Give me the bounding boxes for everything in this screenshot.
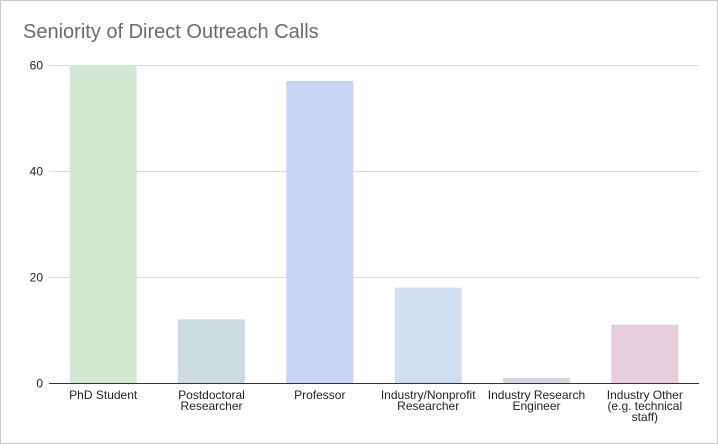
y-tick-label: 20: [30, 271, 44, 285]
x-tick-label-line: Researcher: [397, 399, 459, 413]
x-tick-label: Industry Other (e.g. technical staff): [607, 388, 683, 424]
category-labels: PhD Student Postdoctoral ResearcherProfess…: [69, 388, 683, 424]
x-tick-label-line: Researcher: [180, 399, 242, 413]
bar: [286, 80, 354, 384]
x-tick-label: PhD Student: [69, 388, 138, 402]
x-tick-label-line: Industry Research: [488, 388, 585, 402]
gridlines: [49, 65, 699, 278]
x-tick-label-line: Industry/Nonprofit: [381, 388, 476, 402]
x-tick-label-line: Industry Other: [607, 388, 683, 402]
x-tick-label: Postdoctoral Researcher: [178, 388, 245, 413]
x-tick-label-line: (e.g. technical: [607, 399, 682, 413]
y-tick-label: 40: [30, 165, 44, 179]
y-tick-label: 0: [36, 377, 43, 391]
x-tick-label-line: Postdoctoral: [178, 388, 245, 402]
chart-title: Seniority of Direct Outreach Calls: [23, 21, 319, 43]
axis: 0 20 40 60: [30, 59, 699, 391]
x-tick-label-line: staff): [632, 410, 658, 424]
x-tick-label: Industry Research Engineer: [488, 388, 585, 413]
x-tick-label: Professor: [294, 388, 345, 402]
bar: [69, 65, 137, 383]
x-tick-label-line: PhD Student: [69, 388, 138, 402]
bar: [178, 319, 245, 383]
bars: [69, 65, 679, 384]
bar: [611, 324, 679, 383]
bar: [394, 287, 462, 383]
x-tick-label-line: Engineer: [512, 399, 560, 413]
x-tick-label-line: Professor: [294, 388, 345, 402]
bar: [503, 377, 570, 383]
x-tick-label: Industry/Nonprofit Researcher: [381, 388, 476, 413]
y-tick-label: 60: [30, 59, 44, 73]
